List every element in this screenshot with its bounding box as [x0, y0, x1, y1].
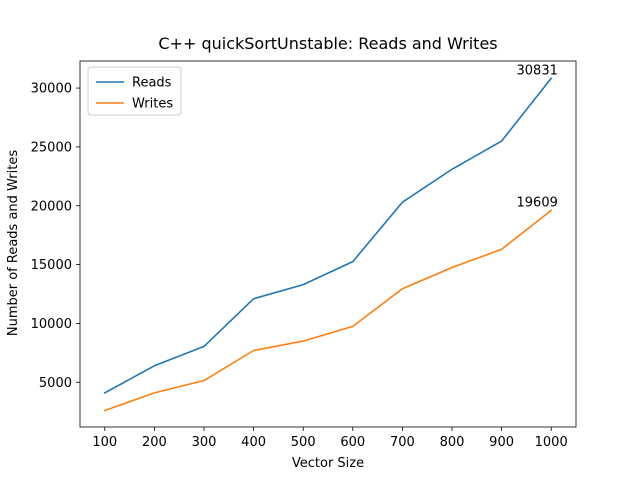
legend-label-reads: Reads — [132, 76, 172, 91]
data-label-writes: 19609 — [517, 195, 558, 210]
y-tick-label: 30000 — [31, 82, 72, 97]
x-tick-label: 900 — [489, 435, 514, 450]
x-tick-label: 100 — [92, 435, 117, 450]
x-tick-label: 800 — [440, 435, 465, 450]
axes-frame — [79, 60, 577, 428]
chart-title: C++ quickSortUnstable: Reads and Writes — [158, 34, 497, 53]
x-axis-label: Vector Size — [292, 456, 364, 471]
x-tick-label: 700 — [390, 435, 415, 450]
x-tick-label: 500 — [291, 435, 316, 450]
y-tick-label: 15000 — [31, 258, 72, 273]
legend: Reads Writes — [87, 66, 182, 116]
x-tick-label: 400 — [241, 435, 266, 450]
plot-area: 30831 19609 — [103, 63, 558, 412]
series-line-reads — [103, 77, 553, 394]
x-tick-label: 300 — [192, 435, 217, 450]
y-tick-label: 25000 — [31, 140, 72, 155]
y-axis-label: Number of Reads and Writes — [6, 150, 21, 336]
y-tick-label: 20000 — [31, 199, 72, 214]
y-tick-label: 10000 — [31, 317, 72, 332]
x-tick-label: 200 — [142, 435, 167, 450]
axes: 100 200 300 400 500 600 700 800 900 1000 5000 10000… — [31, 60, 577, 450]
x-tick-label: 1000 — [535, 435, 568, 450]
data-label-reads: 30831 — [517, 63, 558, 78]
y-tick-label: 5000 — [39, 376, 72, 391]
series-line-writes — [103, 209, 553, 412]
x-tick-label: 600 — [340, 435, 365, 450]
legend-label-writes: Writes — [132, 97, 173, 112]
